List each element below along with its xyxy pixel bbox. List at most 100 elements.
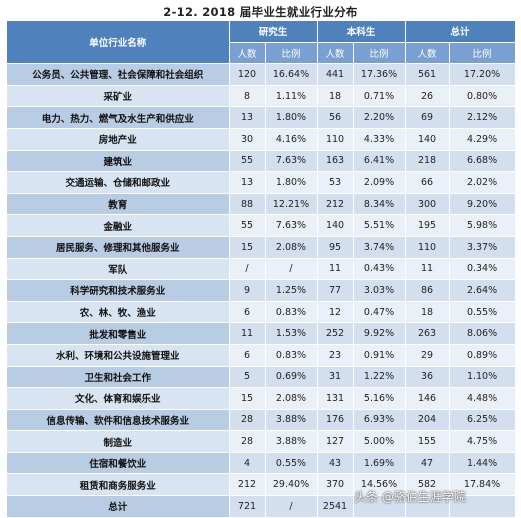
- graduate-ratio: 3.88%: [265, 409, 318, 432]
- industry-name: 教育: [7, 193, 230, 216]
- undergraduate-ratio: 5.00%: [353, 430, 406, 453]
- graduate-ratio: 0.69%: [265, 366, 318, 389]
- undergraduate-count: 212: [317, 193, 354, 216]
- total-ratio: 1.10%: [449, 366, 516, 389]
- industry-name: 居民服务、修理和其他服务业: [7, 236, 230, 259]
- total-count: 263: [405, 322, 450, 345]
- undergraduate-ratio: 3.03%: [353, 279, 406, 302]
- table-row: 军队 //11 0.43% 11 0.34%: [7, 258, 516, 281]
- graduate-ratio: 3.88%: [265, 430, 318, 453]
- total-ratio: 0.89%: [449, 344, 516, 367]
- table-row: 农、林、牧、渔业 6 0.83% 12 0.47% 18 0.55%: [7, 301, 516, 324]
- graduate-ratio: /: [265, 258, 318, 281]
- undergraduate-ratio: 5.16%: [353, 387, 406, 410]
- undergraduate-count: 370: [317, 473, 354, 497]
- undergraduate-count: 31: [317, 366, 354, 389]
- undergraduate-count: 110: [317, 128, 354, 151]
- graduate-ratio: 7.63%: [265, 214, 318, 237]
- industry-name: 公务员、公共管理、社会保障和社会组织: [7, 63, 230, 86]
- total-count: 26: [405, 85, 450, 108]
- total-count: 18: [405, 301, 450, 324]
- table-row: 制造业 28 3.88% 127 5.00% 155 4.75%: [7, 430, 516, 453]
- undergraduate-count: 77: [317, 279, 354, 302]
- graduate-count: 15: [229, 387, 266, 410]
- undergraduate-ratio: 3.74%: [353, 236, 406, 259]
- header-count: 人数: [317, 42, 354, 65]
- industry-name: 电力、热力、燃气及水生产和供应业: [7, 106, 230, 129]
- header-total: 总计: [405, 21, 516, 43]
- industry-name: 制造业: [7, 430, 230, 453]
- graduate-ratio: 4.16%: [265, 128, 318, 151]
- table-row: 租赁和商务服务业 212 29.40% 370 14.56% 582 17.84%: [7, 473, 516, 497]
- total-ratio: 4.75%: [449, 430, 516, 453]
- graduate-ratio: 29.40%: [265, 473, 318, 497]
- undergraduate-ratio: [353, 495, 406, 518]
- table-row: 水利、环境和公共设施管理业 6 0.83% 23 0.91% 29 0.89%: [7, 344, 516, 367]
- table-row: 卫生和社会工作 5 0.69% 31 1.22% 36 1.10%: [7, 366, 516, 389]
- total-ratio: 17.84%: [449, 473, 516, 497]
- graduate-count: 9: [229, 279, 266, 302]
- total-count: 69: [405, 106, 450, 129]
- total-ratio: 0.55%: [449, 301, 516, 324]
- undergraduate-count: 43: [317, 452, 354, 475]
- graduate-ratio: 1.53%: [265, 322, 318, 345]
- industry-name: 房地产业: [7, 128, 230, 151]
- table-row: 金融业 55 7.63% 140 5.51% 195 5.98%: [7, 214, 516, 237]
- graduate-count: 5: [229, 366, 266, 389]
- industry-name: 交通运输、仓储和邮政业: [7, 171, 230, 194]
- undergraduate-ratio: 9.92%: [353, 322, 406, 345]
- total-count: 218: [405, 150, 450, 173]
- graduate-count: 4: [229, 452, 266, 475]
- graduate-count: 8: [229, 85, 266, 108]
- undergraduate-count: 252: [317, 322, 354, 345]
- industry-name: 采矿业: [7, 85, 230, 108]
- undergraduate-count: 53: [317, 171, 354, 194]
- table-row: 住宿和餐饮业 4 0.55% 43 1.69% 47 1.44%: [7, 452, 516, 475]
- graduate-count: 13: [229, 106, 266, 129]
- undergraduate-ratio: 14.56%: [353, 473, 406, 497]
- undergraduate-count: 56: [317, 106, 354, 129]
- graduate-ratio: 1.11%: [265, 85, 318, 108]
- total-count: 204: [405, 409, 450, 432]
- undergraduate-count: 127: [317, 430, 354, 453]
- graduate-ratio: 12.21%: [265, 193, 318, 216]
- table-row: 科学研究和技术服务业 9 1.25% 77 3.03% 86 2.64%: [7, 279, 516, 302]
- table-row: 公务员、公共管理、社会保障和社会组织 120 16.64% 441 17.36% 561 1…: [7, 63, 516, 86]
- graduate-ratio: 7.63%: [265, 150, 318, 173]
- table-row: 信息传输、软件和信息技术服务业 28 3.88% 176 6.93% 204 6.25%: [7, 409, 516, 432]
- graduate-ratio: 2.08%: [265, 236, 318, 259]
- undergraduate-ratio: 0.71%: [353, 85, 406, 108]
- undergraduate-count: 2541: [317, 495, 354, 518]
- graduate-ratio: 1.80%: [265, 171, 318, 194]
- total-row: 总计 721/2541: [7, 495, 516, 518]
- graduate-count: 120: [229, 63, 266, 86]
- graduate-ratio: 0.83%: [265, 301, 318, 324]
- total-count: [405, 495, 450, 518]
- total-count: 110: [405, 236, 450, 259]
- graduate-count: 15: [229, 236, 266, 259]
- undergraduate-ratio: 17.36%: [353, 63, 406, 86]
- graduate-count: 28: [229, 409, 266, 432]
- undergraduate-count: 176: [317, 409, 354, 432]
- industry-name: 水利、环境和公共设施管理业: [7, 344, 230, 367]
- undergraduate-count: 11: [317, 258, 354, 281]
- graduate-count: /: [229, 258, 266, 281]
- header-undergraduate: 本科生: [317, 21, 406, 43]
- total-count: 66: [405, 171, 450, 194]
- undergraduate-count: 18: [317, 85, 354, 108]
- industry-distribution-table: 单位行业名称 研究生 本科生 总计 人数 比例 人数 比例 人数 比例 公务员、…: [7, 21, 516, 518]
- industry-name: 总计: [7, 495, 230, 518]
- total-ratio: 2.12%: [449, 106, 516, 129]
- total-ratio: 4.29%: [449, 128, 516, 151]
- undergraduate-ratio: 2.20%: [353, 106, 406, 129]
- total-ratio: 0.34%: [449, 258, 516, 281]
- undergraduate-ratio: 1.69%: [353, 452, 406, 475]
- undergraduate-count: 95: [317, 236, 354, 259]
- graduate-count: 6: [229, 301, 266, 324]
- table-row: 采矿业 8 1.11% 18 0.71% 26 0.80%: [7, 85, 516, 108]
- total-count: 11: [405, 258, 450, 281]
- graduate-count: 55: [229, 150, 266, 173]
- graduate-count: 6: [229, 344, 266, 367]
- graduate-count: 721: [229, 495, 266, 518]
- header-count: 人数: [229, 42, 266, 65]
